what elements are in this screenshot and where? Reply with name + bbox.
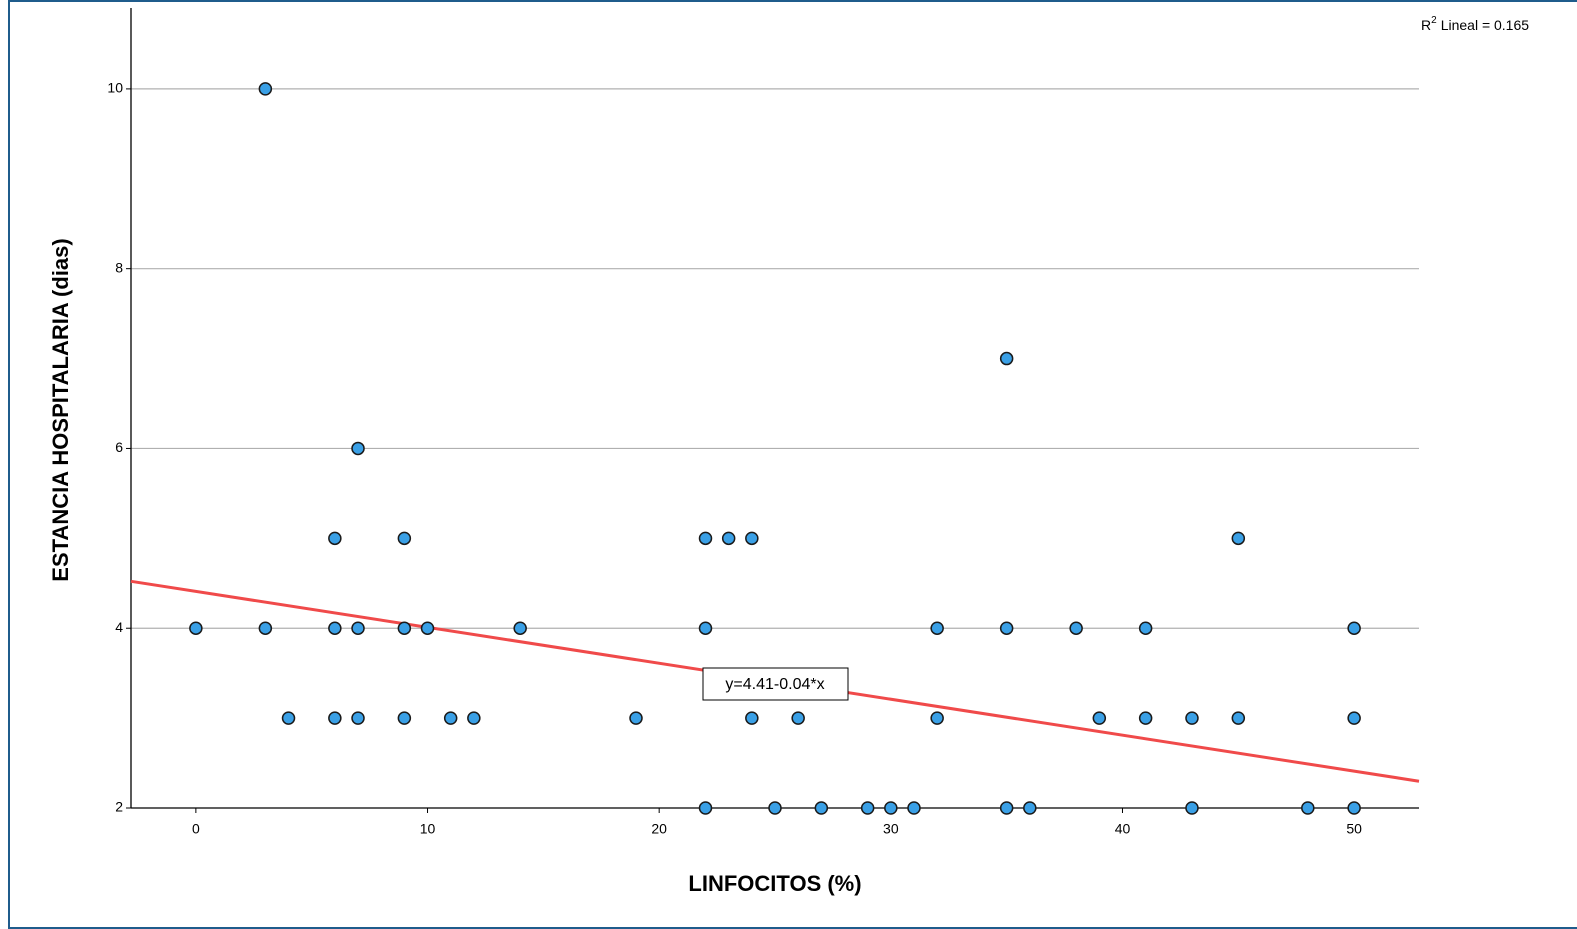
point bbox=[1347, 801, 1361, 815]
point bbox=[1231, 711, 1246, 725]
point bbox=[328, 621, 342, 635]
y-tick-label: 8 bbox=[115, 259, 123, 275]
x-tick-label: 20 bbox=[651, 821, 667, 837]
r2-label: R2 Lineal = 0.165 bbox=[1421, 15, 1529, 33]
point bbox=[860, 801, 875, 815]
point bbox=[1138, 621, 1153, 635]
point bbox=[1092, 711, 1107, 725]
point bbox=[1185, 801, 1199, 815]
point bbox=[351, 711, 365, 725]
y-tick-label: 6 bbox=[115, 439, 123, 455]
y-tick-label: 10 bbox=[107, 80, 123, 96]
point bbox=[698, 531, 713, 546]
point bbox=[1069, 621, 1083, 635]
point bbox=[1138, 711, 1153, 725]
point bbox=[513, 621, 527, 635]
x-tick-label: 0 bbox=[192, 821, 200, 837]
point bbox=[791, 711, 805, 725]
y-tick-label: 4 bbox=[115, 619, 123, 635]
point bbox=[258, 82, 273, 96]
point bbox=[258, 621, 273, 635]
point bbox=[745, 711, 759, 725]
r2-base: R bbox=[1421, 17, 1431, 33]
y-axis-title: ESTANCIA HOSPITALARIA (dias) bbox=[48, 238, 73, 581]
point bbox=[745, 531, 759, 546]
point bbox=[1347, 711, 1361, 725]
point bbox=[814, 801, 829, 815]
point bbox=[420, 621, 435, 635]
r2-rest: Lineal = 0.165 bbox=[1441, 17, 1530, 33]
point bbox=[1347, 621, 1361, 635]
point bbox=[721, 531, 736, 546]
y-tick-label: 2 bbox=[115, 799, 123, 815]
point bbox=[328, 711, 342, 725]
x-tick-label: 50 bbox=[1346, 821, 1362, 837]
x-axis-title: LINFOCITOS (%) bbox=[688, 871, 861, 896]
point bbox=[999, 801, 1014, 815]
point bbox=[999, 621, 1014, 635]
point bbox=[629, 711, 643, 725]
fit-label-box bbox=[702, 667, 849, 701]
point bbox=[930, 711, 944, 725]
point bbox=[467, 711, 481, 725]
point bbox=[351, 621, 365, 635]
point bbox=[1231, 531, 1246, 546]
point bbox=[281, 711, 296, 725]
point bbox=[1023, 801, 1037, 815]
point bbox=[1301, 801, 1315, 815]
point bbox=[698, 801, 713, 815]
point bbox=[351, 441, 365, 456]
point bbox=[328, 531, 342, 546]
point bbox=[999, 351, 1014, 366]
x-tick-label: 10 bbox=[420, 821, 436, 837]
point bbox=[768, 801, 782, 815]
point bbox=[1185, 711, 1199, 725]
point bbox=[884, 801, 898, 815]
x-tick-label: 40 bbox=[1115, 821, 1131, 837]
point bbox=[698, 621, 713, 635]
fit-label: y=4.41-0.04*x bbox=[725, 676, 824, 693]
point bbox=[397, 711, 412, 725]
point bbox=[189, 621, 203, 635]
point bbox=[397, 621, 412, 635]
point bbox=[443, 711, 458, 725]
point bbox=[930, 621, 944, 635]
x-tick-label: 30 bbox=[883, 821, 899, 837]
r2-sup: 2 bbox=[1431, 15, 1437, 26]
frame bbox=[8, 0, 1577, 929]
point bbox=[907, 801, 921, 815]
point bbox=[397, 531, 412, 546]
